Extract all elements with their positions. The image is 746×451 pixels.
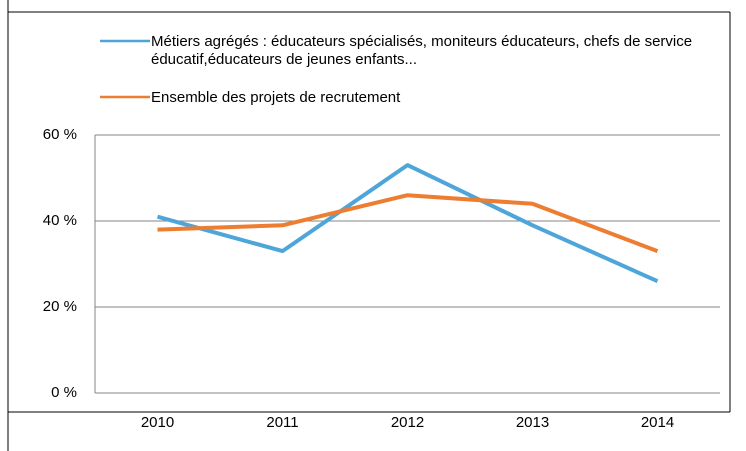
series-line [156,163,659,284]
y-tick-label: 60 % [43,126,77,143]
x-tick-label: 2011 [266,414,298,431]
x-tick-label: 2012 [391,414,424,431]
y-tick-label: 0 % [51,384,77,401]
y-tick-label: 40 % [43,212,77,229]
series-line [157,193,659,253]
y-tick-label: 20 % [43,298,77,315]
x-tick-label: 2010 [141,414,174,431]
x-tick-label: 2013 [516,414,549,431]
legend-label: Métiers agrégés : éducateurs spécialisés… [151,33,693,68]
legend-label: Ensemble des projets de recrutement [151,89,401,106]
x-tick-label: 2014 [641,414,674,431]
